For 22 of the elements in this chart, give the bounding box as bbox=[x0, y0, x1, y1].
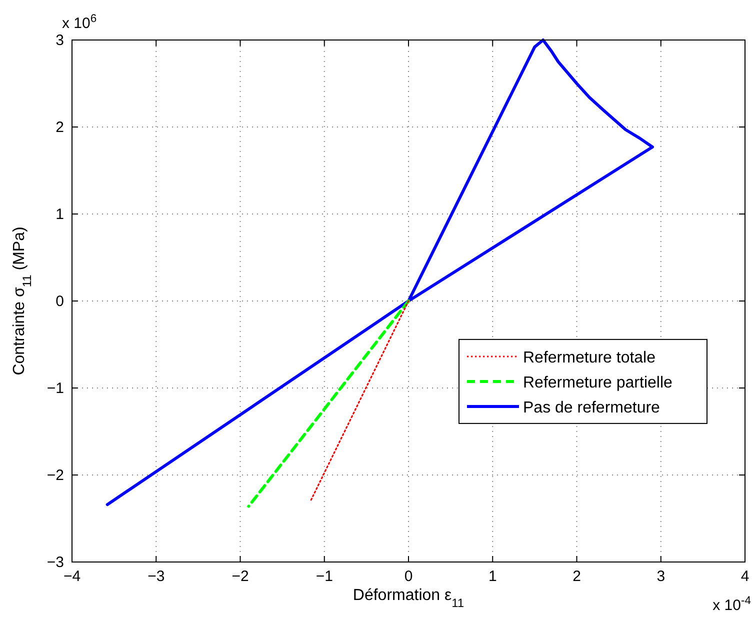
text: x 10$^{6}$ bbox=[62, 13, 97, 32]
x-tick-label: 2 bbox=[572, 568, 581, 585]
y-tick-label: −1 bbox=[46, 380, 64, 397]
y-tick-label: 2 bbox=[56, 119, 64, 136]
y-tick-label: 0 bbox=[56, 293, 64, 310]
x-tick-label: −4 bbox=[63, 568, 81, 585]
x-tick-label: 3 bbox=[656, 568, 666, 585]
x-tick-label: 0 bbox=[404, 568, 413, 585]
y-tick-label: −2 bbox=[46, 467, 64, 484]
y-tick-label: 3 bbox=[56, 32, 64, 49]
y-tick-label: −3 bbox=[46, 554, 64, 571]
y-tick-label: 1 bbox=[56, 206, 64, 223]
x-tick-label: −3 bbox=[148, 568, 165, 585]
legend-label: Refermeture totale bbox=[523, 349, 656, 366]
x-tick-label: 1 bbox=[488, 568, 497, 585]
legend-label: Refermeture partielle bbox=[523, 374, 672, 392]
x-tick-label: −2 bbox=[232, 568, 249, 585]
text: x 10$^{-4}$ bbox=[712, 595, 751, 614]
legend-label: Pas de refermeture bbox=[523, 399, 660, 416]
x-tick-label: 4 bbox=[740, 568, 750, 585]
x-tick-label: −1 bbox=[316, 568, 333, 585]
x-axis-title: Déformation ε$_{11}$ bbox=[352, 587, 464, 610]
